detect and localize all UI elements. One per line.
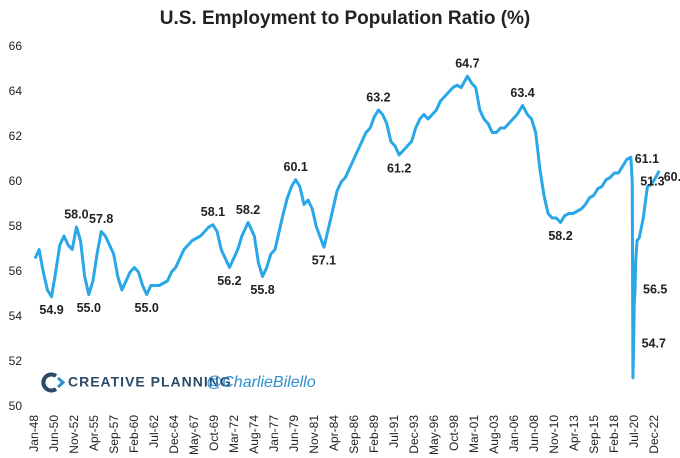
chart-title: U.S. Employment to Population Ratio (%) — [160, 8, 531, 29]
x-tick-label: Oct-98 — [447, 415, 461, 451]
data-label: 58.2 — [548, 229, 572, 243]
data-label: 61.1 — [635, 152, 659, 166]
y-tick-label: 54 — [9, 309, 23, 323]
watermark-brand: CREATIVE PLANNING — [68, 374, 232, 390]
x-tick-label: Nov-10 — [547, 415, 561, 454]
y-tick-label: 60 — [9, 174, 23, 188]
data-label: 58.0 — [64, 207, 88, 221]
data-label: 56.5 — [643, 282, 667, 296]
x-tick-label: Aug-03 — [487, 415, 501, 454]
x-tick-label: Dec-93 — [407, 415, 421, 454]
x-tick-label: Jul-91 — [387, 415, 401, 448]
data-label: 55.0 — [135, 301, 159, 315]
x-tick-label: Mar-72 — [227, 415, 241, 453]
data-label: 60.5 — [664, 170, 680, 184]
data-label: 55.8 — [250, 283, 274, 297]
y-tick-label: 66 — [9, 39, 23, 53]
x-tick-label: Mar-01 — [467, 415, 481, 453]
data-label: 54.7 — [642, 336, 666, 350]
data-line — [33, 74, 661, 380]
x-tick-label: Dec-22 — [647, 415, 661, 454]
data-label: 63.4 — [510, 86, 534, 100]
y-tick-label: 50 — [9, 399, 23, 413]
x-tick-label: Jun-08 — [527, 415, 541, 452]
watermark-handle: @CharlieBilello — [206, 374, 316, 391]
data-label: 51.3 — [640, 174, 664, 188]
data-label: 57.1 — [312, 254, 336, 268]
x-tick-label: Apr-55 — [87, 415, 101, 451]
data-label: 60.1 — [284, 160, 308, 174]
data-label: 64.7 — [455, 57, 479, 71]
x-tick-label: Sep-86 — [347, 415, 361, 454]
x-tick-label: Oct-69 — [207, 415, 221, 451]
x-tick-label: Sep-57 — [107, 415, 121, 454]
x-tick-label: Apr-13 — [567, 415, 581, 451]
x-tick-label: Feb-89 — [367, 415, 381, 453]
data-label: 61.2 — [387, 161, 411, 175]
x-tick-label: Nov-52 — [67, 415, 81, 454]
x-tick-label: Jan-06 — [507, 415, 521, 452]
x-tick-label: Jun-50 — [47, 415, 61, 452]
y-tick-label: 62 — [9, 129, 23, 143]
data-label: 58.2 — [236, 203, 260, 217]
x-tick-label: May-67 — [187, 415, 201, 455]
y-tick-label: 64 — [9, 84, 23, 98]
x-tick-label: Jul-62 — [147, 415, 161, 448]
x-tick-label: Dec-64 — [167, 415, 181, 454]
y-tick-label: 56 — [9, 264, 23, 278]
x-tick-label: Jul-20 — [627, 415, 641, 448]
x-tick-label: May-96 — [427, 415, 441, 455]
data-label: 63.2 — [366, 90, 390, 104]
x-tick-label: Jun-79 — [287, 415, 301, 452]
y-tick-label: 52 — [9, 354, 23, 368]
x-tick-label: Sep-15 — [587, 415, 601, 454]
x-tick-label: Apr-84 — [327, 415, 341, 451]
data-label: 54.9 — [39, 303, 63, 317]
y-tick-label: 58 — [9, 219, 23, 233]
data-label: 57.8 — [89, 212, 113, 226]
x-tick-label: Nov-81 — [307, 415, 321, 454]
data-label: 55.0 — [77, 301, 101, 315]
data-label: 56.2 — [217, 274, 241, 288]
x-tick-label: Jan-48 — [27, 415, 41, 452]
x-tick-label: Jan-77 — [267, 415, 281, 452]
data-label: 58.1 — [201, 205, 225, 219]
watermark-logo — [41, 372, 66, 393]
x-tick-label: Aug-74 — [247, 415, 261, 454]
x-tick-label: Feb-18 — [607, 415, 621, 453]
x-tick-label: Feb-60 — [127, 415, 141, 453]
